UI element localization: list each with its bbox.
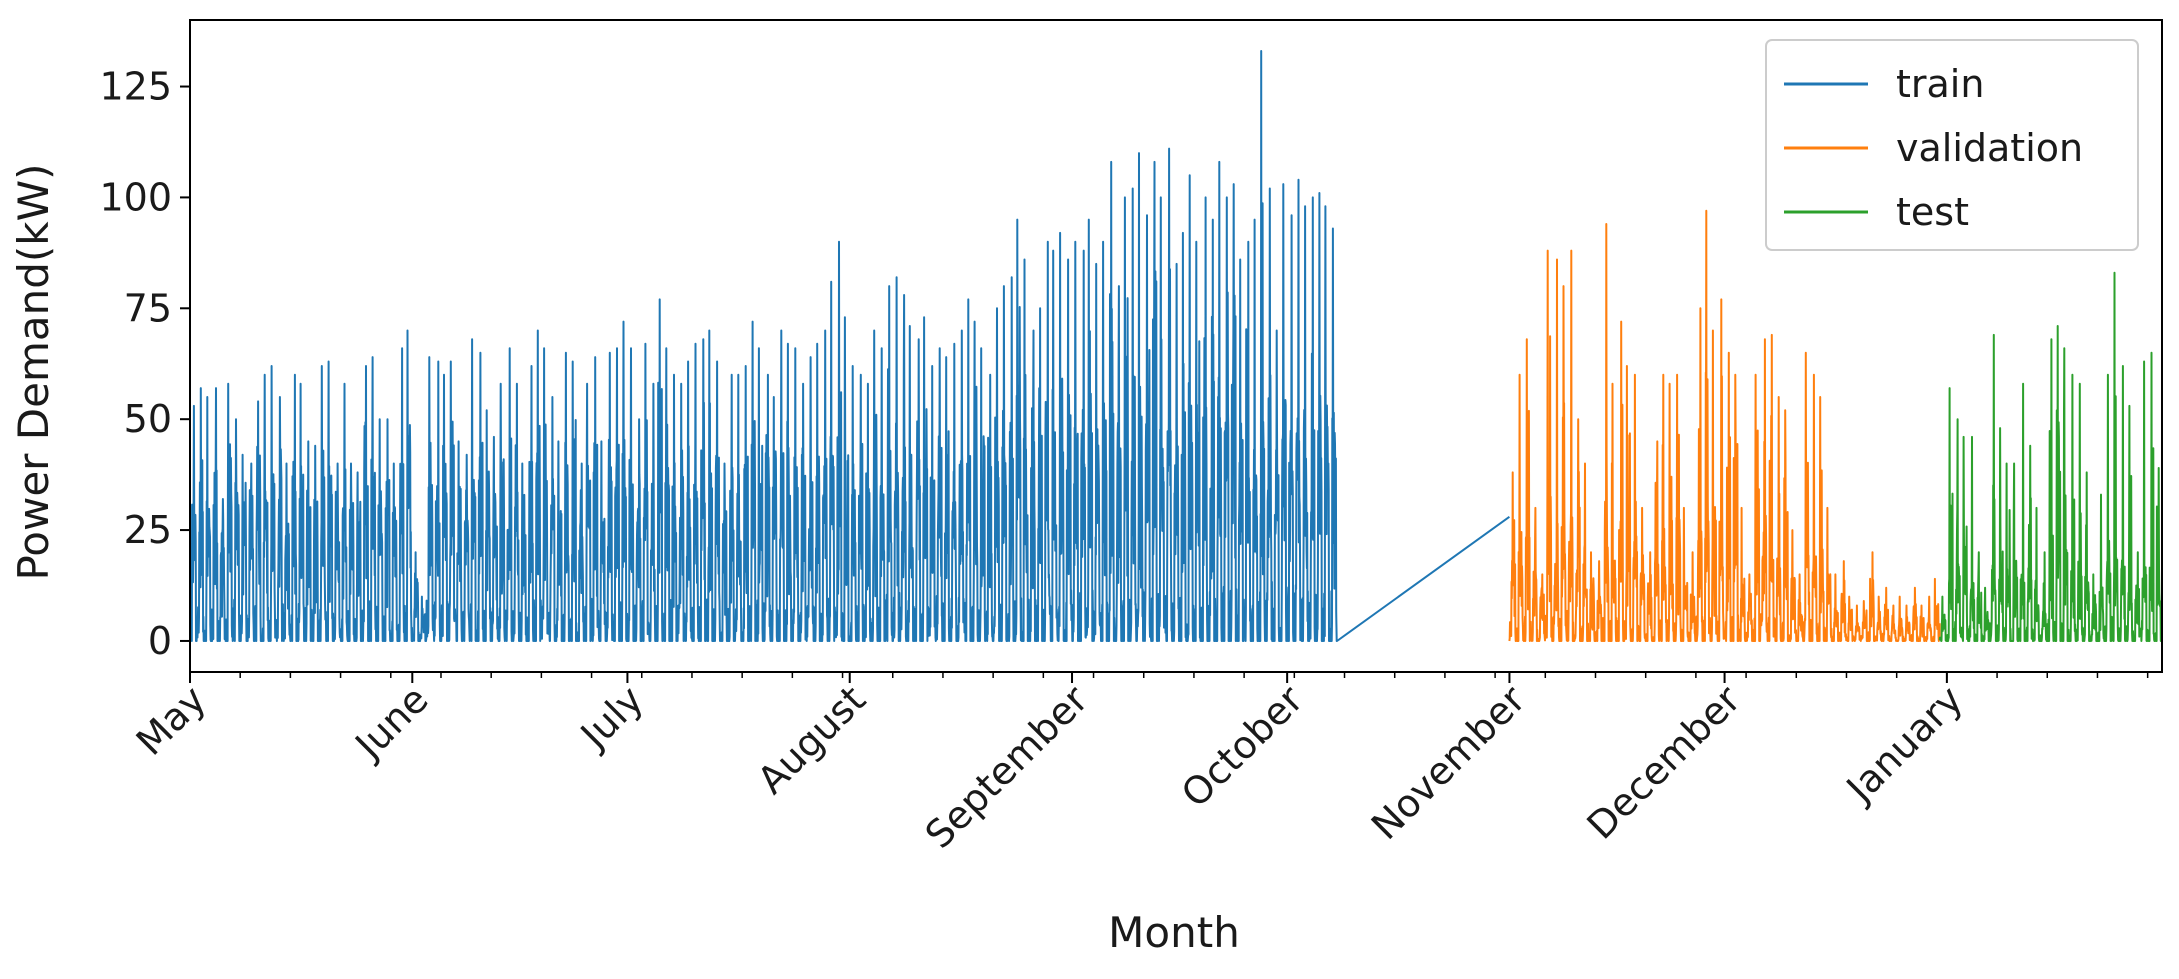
plot-frame [189, 19, 2163, 673]
y-tick-label: 25 [124, 508, 172, 552]
y-axis-label: Power Demand(kW) [9, 163, 58, 580]
y-tick-label: 75 [124, 286, 172, 330]
y-tick-label: 50 [124, 397, 172, 441]
y-tick-label: 125 [99, 65, 172, 109]
legend-label-validation: validation [1896, 126, 2083, 170]
legend [1765, 39, 2139, 251]
legend-label-train: train [1896, 62, 1984, 106]
series-line-train [190, 50, 1510, 642]
y-tick-label: 0 [148, 619, 172, 663]
series-line-test [1938, 271, 2162, 642]
y-tick-label: 100 [99, 175, 172, 219]
x-axis-label: Month [1108, 908, 1240, 957]
legend-label-test: test [1896, 190, 1969, 234]
series-line-validation [1508, 209, 1941, 642]
